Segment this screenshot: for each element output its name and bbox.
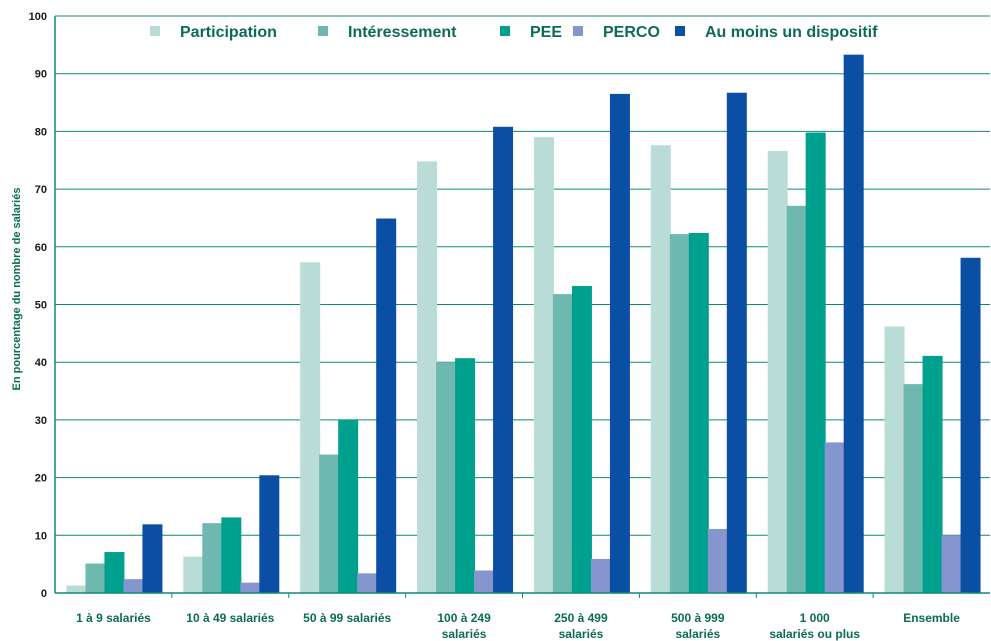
x-tick-label: salariés [559, 627, 604, 641]
bar [357, 573, 378, 593]
y-tick-label: 70 [35, 184, 47, 196]
legend-swatch [150, 26, 160, 36]
bar [202, 523, 223, 593]
bar [786, 205, 807, 593]
y-tick-label: 60 [35, 242, 47, 254]
x-category-labels: 1 à 9 salariés 10 à 49 salariés 50 à 99 sa… [76, 611, 960, 641]
bar [319, 454, 340, 593]
y-tick-label: 90 [35, 69, 47, 81]
bar [259, 475, 280, 593]
bar [941, 535, 962, 593]
y-tick-label: 40 [35, 357, 47, 369]
bar [85, 563, 106, 593]
y-tick-label: 100 [29, 11, 47, 23]
x-tick-label: salariés [675, 627, 720, 641]
bar [960, 257, 981, 593]
bar [824, 442, 845, 593]
legend-label: PERCO [603, 24, 660, 41]
x-tick-label: Ensemble [903, 611, 960, 625]
y-tick-labels: 0 10 20 30 40 50 60 70 80 90 100 [29, 11, 47, 600]
bar [571, 286, 592, 593]
bar [338, 419, 359, 593]
bar [726, 92, 747, 593]
legend-swatch [318, 26, 328, 36]
x-tick-label: 50 à 99 salariés [303, 611, 391, 625]
x-tick-label: 500 à 999 [671, 611, 725, 625]
legend: Participation Intéressement PEE PERCO Au moi… [150, 24, 878, 41]
y-tick-label: 30 [35, 415, 47, 427]
legend-swatch [675, 26, 685, 36]
bar [843, 54, 864, 594]
legend-label: PEE [530, 24, 562, 41]
bar [493, 126, 514, 593]
bar [669, 234, 690, 593]
bar [240, 582, 261, 593]
bar [436, 362, 457, 593]
bar [903, 384, 924, 593]
y-axis-label: En pourcentage du nombre de salariés [11, 188, 23, 391]
bar [300, 262, 321, 593]
bar [104, 552, 125, 593]
bar [66, 585, 87, 593]
bar [590, 558, 611, 593]
bar [183, 556, 204, 593]
y-tick-label: 20 [35, 473, 47, 485]
y-tick-label: 0 [41, 588, 47, 600]
legend-swatch [573, 26, 583, 36]
x-tick-label: 1 à 9 salariés [76, 611, 151, 625]
bars [66, 54, 981, 594]
bar [767, 151, 788, 593]
grid-lines [55, 15, 990, 536]
x-tick-label: 100 à 249 [437, 611, 491, 625]
y-tick-label: 50 [35, 300, 47, 312]
bar [376, 218, 397, 594]
x-tick-label: 250 à 499 [554, 611, 608, 625]
x-tick-label: salariés [442, 627, 487, 641]
bar [688, 232, 709, 593]
y-tick-label: 80 [35, 126, 47, 138]
bar [884, 326, 905, 593]
bar [707, 528, 728, 593]
bar [474, 570, 495, 593]
bar [922, 355, 943, 593]
bar [552, 294, 573, 593]
bar [221, 517, 242, 593]
legend-label: Participation [180, 24, 277, 41]
bar [123, 579, 144, 593]
legend-swatch [500, 26, 510, 36]
bar [417, 161, 438, 594]
bar [455, 358, 476, 593]
bar [609, 93, 630, 594]
x-tick-label: salariés ou plus [769, 627, 860, 641]
x-tick-label: 1 000 [800, 611, 830, 625]
legend-label: Intéressement [348, 24, 457, 41]
legend-label: Au moins un dispositif [705, 24, 878, 41]
bar [650, 145, 671, 594]
x-tick-label: 10 à 49 salariés [186, 611, 274, 625]
bar [142, 524, 163, 593]
y-tick-label: 10 [35, 530, 47, 542]
bar [805, 132, 826, 593]
axes [54, 16, 990, 598]
bar [533, 137, 554, 594]
